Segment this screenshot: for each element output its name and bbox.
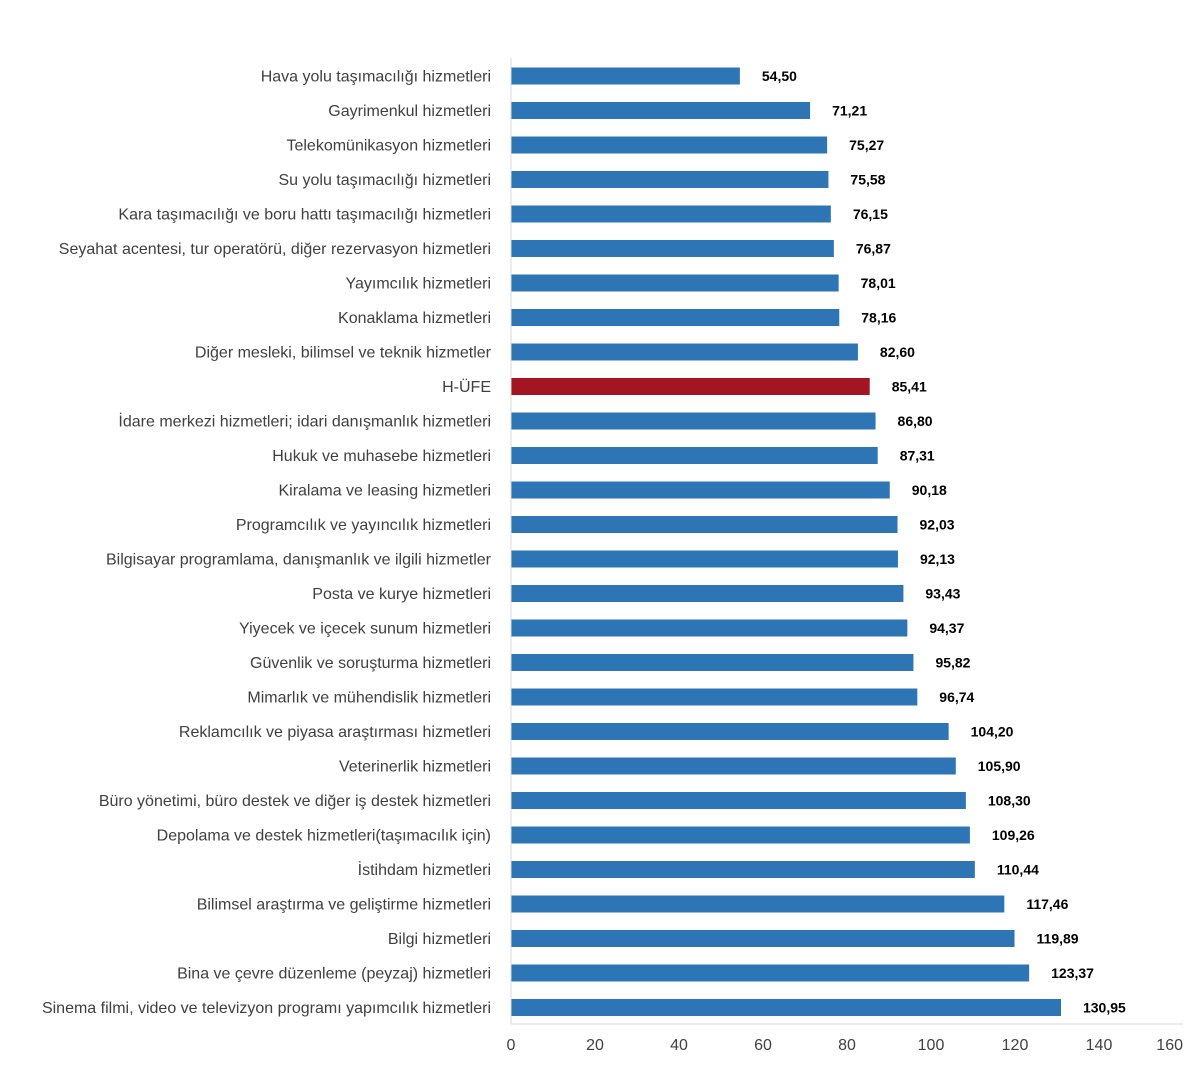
category-label: Reklamcılık ve piyasa araştırması hizmet… — [179, 724, 491, 741]
x-tick-label: 0 — [507, 1037, 516, 1054]
bar-programcilik-ve-yayincilik-hizmetleri — [511, 516, 898, 533]
value-label: 85,41 — [892, 379, 927, 395]
value-label: 94,37 — [929, 620, 964, 636]
bar-bilimsel-arastirma-ve-gelistirme-hizmetleri — [511, 895, 1005, 913]
category-label: Programcılık ve yayıncılık hizmetleri — [236, 517, 491, 534]
category-label: Diğer mesleki, bilimsel ve teknik hizmet… — [195, 345, 492, 362]
bar-yiyecek-ve-icecek-sunum-hizmetleri — [511, 619, 908, 637]
category-label: Bina ve çevre düzenleme (peyzaj) hizmetl… — [177, 966, 491, 983]
bar-veterinerlik-hizmetleri — [511, 757, 956, 775]
value-label: 78,01 — [861, 275, 896, 291]
value-label: 78,16 — [861, 310, 896, 326]
bar-h-ufe — [511, 378, 870, 395]
value-label: 105,90 — [978, 758, 1021, 774]
value-label: 123,37 — [1051, 965, 1094, 981]
x-axis-ticks-group: 0 20 40 60 80 100 120 140 160 — [507, 1037, 1184, 1054]
category-labels-group: Hava yolu taşımacılığı hizmetleri Gayrime… — [42, 69, 492, 1018]
x-tick-label: 140 — [1086, 1037, 1113, 1054]
bar-seyahat-acentesi-tur-operatoru-diger-rezervasyon-hizmetleri — [511, 240, 834, 257]
category-label: İstihdam hizmetleri — [358, 860, 491, 879]
category-label: Hava yolu taşımacılığı hizmetleri — [261, 69, 491, 86]
category-label: Bilgisayar programlama, danışmanlık ve i… — [106, 552, 492, 569]
value-label: 75,27 — [849, 137, 884, 153]
category-label: Su yolu taşımacılığı hizmetleri — [278, 172, 491, 189]
category-label: H-ÜFE — [442, 378, 491, 396]
x-tick-label: 40 — [670, 1037, 688, 1054]
x-tick-label: 160 — [1156, 1037, 1183, 1054]
bar-mimarlik-ve-muhendislik-hizmetleri — [511, 688, 918, 706]
bar-kara-tasimaciligi-ve-boru-hatti-tasimaciligi-hizmetleri — [511, 205, 831, 223]
category-label: Sinema filmi, video ve televizyon progra… — [42, 1000, 491, 1017]
bar-reklamcilik-ve-piyasa-arastirmasi-hizmetleri — [511, 723, 949, 740]
category-label: Güvenlik ve soruşturma hizmetleri — [250, 655, 491, 672]
bar-gayrimenkul-hizmetleri — [511, 102, 811, 119]
value-label: 93,43 — [925, 586, 960, 602]
category-label: Yayımcılık hizmetleri — [345, 276, 491, 293]
value-label: 71,21 — [832, 103, 867, 119]
bar-istihdam-hizmetleri — [511, 861, 975, 878]
value-label: 130,95 — [1083, 1000, 1126, 1016]
bar-bilgi-hizmetleri — [511, 930, 1015, 947]
bar-kiralama-ve-leasing-hizmetleri — [511, 481, 890, 499]
bar-su-yolu-tasimaciligi-hizmetleri — [511, 171, 829, 188]
category-label: Büro yönetimi, büro destek ve diğer iş d… — [99, 793, 491, 810]
bar-yayimcilik-hizmetleri — [511, 274, 839, 292]
value-label: 110,44 — [997, 862, 1039, 878]
category-label: Mimarlık ve mühendislik hizmetleri — [247, 690, 491, 707]
bar-guvenlik-ve-sorusturma-hizmetleri — [511, 654, 914, 671]
value-label: 96,74 — [939, 689, 974, 705]
bar-sinema-filmi-video-ve-televizyon-programi-yapimcilik-hizmetleri — [511, 999, 1061, 1016]
bar-depolama-ve-destek-hizmetleri-tasimacilik-icin — [511, 826, 970, 844]
category-label: Gayrimenkul hizmetleri — [328, 103, 491, 120]
bar-hukuk-ve-muhasebe-hizmetleri — [511, 447, 878, 464]
value-label: 108,30 — [988, 793, 1031, 809]
x-tick-label: 80 — [838, 1037, 856, 1054]
category-label: Bilimsel araştırma ve geliştirme hizmetl… — [197, 897, 491, 914]
bar-konaklama-hizmetleri — [511, 309, 840, 326]
value-label: 86,80 — [898, 413, 933, 429]
value-label: 90,18 — [912, 482, 947, 498]
bar-bina-ve-cevre-duzenleme-peyzaj-hizmetleri — [511, 964, 1030, 982]
category-label: Seyahat acentesi, tur operatörü, diğer r… — [59, 241, 491, 258]
bar-hava-yolu-tasimaciligi-hizmetleri — [511, 67, 740, 85]
value-label: 92,13 — [920, 551, 955, 567]
value-label: 92,03 — [920, 517, 955, 533]
category-label: Depolama ve destek hizmetleri(taşımacılı… — [157, 828, 491, 845]
value-label: 76,15 — [853, 206, 888, 222]
value-label: 87,31 — [900, 448, 935, 464]
value-label: 82,60 — [880, 344, 915, 360]
x-tick-label: 120 — [1002, 1037, 1029, 1054]
x-tick-label: 60 — [754, 1037, 772, 1054]
category-label: Veterinerlik hizmetleri — [339, 759, 491, 776]
bar-diger-mesleki-bilimsel-ve-teknik-hizmetler — [511, 343, 858, 361]
category-label: Hukuk ve muhasebe hizmetleri — [272, 448, 491, 465]
value-label: 95,82 — [935, 655, 970, 671]
category-label: Bilgi hizmetleri — [388, 931, 491, 948]
bar-idare-merkezi-hizmetleri-idari-danismanlik-hizmetleri — [511, 412, 876, 430]
bar-bilgisayar-programlama-danismanlik-ve-ilgili-hizmetler — [511, 550, 898, 568]
category-label: Posta ve kurye hizmetleri — [312, 586, 491, 603]
category-label: Konaklama hizmetleri — [338, 310, 491, 327]
bar-posta-ve-kurye-hizmetleri — [511, 585, 904, 602]
value-label: 104,20 — [971, 724, 1014, 740]
value-label: 75,58 — [850, 172, 885, 188]
x-tick-label: 100 — [918, 1037, 945, 1054]
bar-telekomunikasyon-hizmetleri — [511, 136, 828, 154]
category-label: Yiyecek ve içecek sunum hizmetleri — [239, 621, 491, 638]
category-label: Telekomünikasyon hizmetleri — [286, 138, 491, 155]
bar-buro-yonetimi-buro-destek-ve-diger-is-destek-hizmetleri — [511, 792, 966, 809]
value-label: 109,26 — [992, 827, 1035, 843]
value-label: 117,46 — [1026, 896, 1068, 912]
x-tick-label: 20 — [586, 1037, 604, 1054]
category-label: Kiralama ve leasing hizmetleri — [278, 483, 491, 500]
value-label: 76,87 — [856, 241, 891, 257]
value-label: 119,89 — [1037, 931, 1079, 947]
value-labels-group: 54,50 71,21 75,27 75,58 76,15 76,87 78,01 78,16… — [762, 68, 1126, 1016]
value-label: 54,50 — [762, 68, 797, 84]
bars-group — [511, 67, 1061, 1016]
category-label: İdare merkezi hizmetleri; idari danışman… — [118, 412, 491, 431]
category-label: Kara taşımacılığı ve boru hattı taşımacı… — [118, 207, 491, 224]
